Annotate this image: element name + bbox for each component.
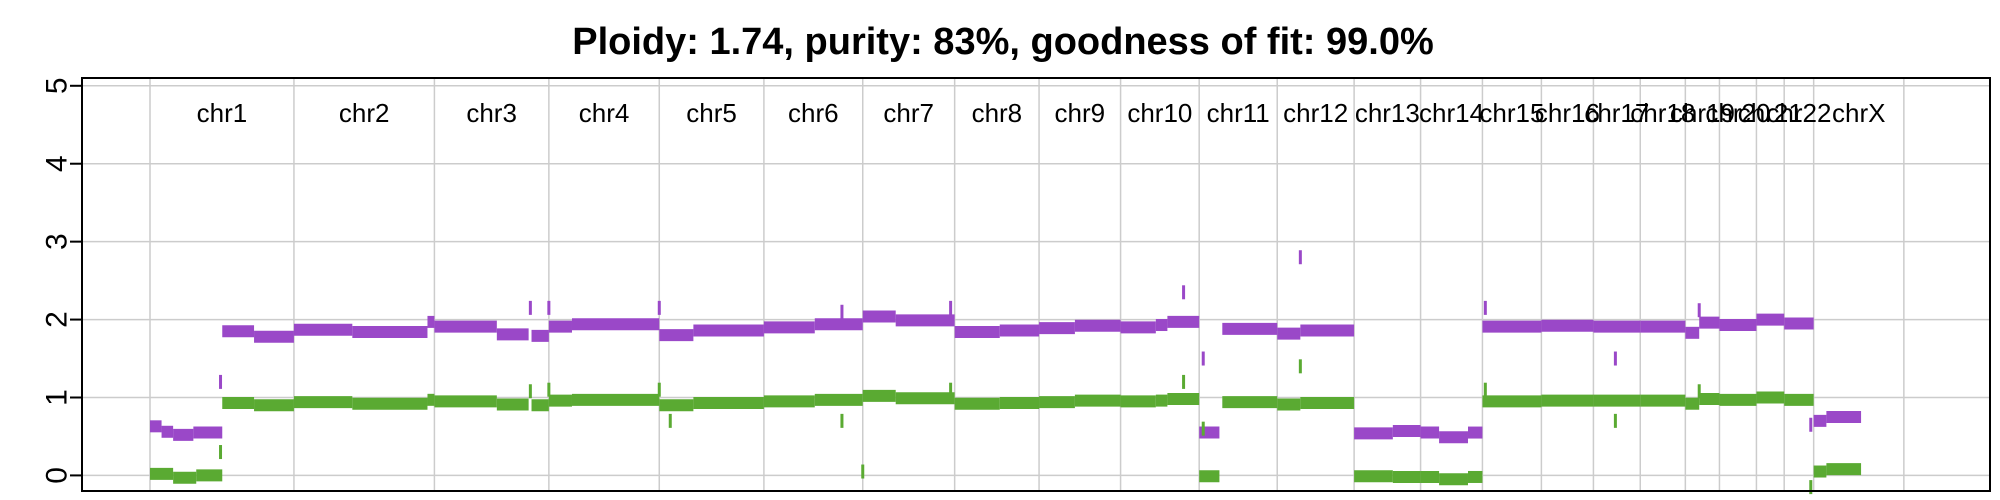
chromosome-labels: chr1 chr2 chr3 chr4 chr5 chr6 chr7 chr8 chr9 chr1… [197, 98, 1886, 128]
chromosome-label: chr19 [1670, 98, 1735, 128]
chromosome-label: chr17 [1584, 98, 1649, 128]
chromosome-label: chr5 [686, 98, 737, 128]
chromosome-label: chr15 [1479, 98, 1544, 128]
chromosome-label: chr11 [1207, 98, 1270, 128]
y-tick-label: 2 [41, 311, 74, 328]
chromosome-label: chr3 [466, 98, 517, 128]
chromosome-label: chr16 [1535, 98, 1600, 128]
y-tick-label: 1 [41, 389, 74, 406]
chart-title: Ploidy: 1.74, purity: 83%, goodness of f… [572, 21, 1434, 63]
chromosome-label: chr1 [197, 98, 248, 128]
grid-layer [82, 78, 1990, 491]
chromosome-label: chr14 [1419, 98, 1484, 128]
y-tick-label: 3 [41, 233, 74, 250]
chromosome-label: chr18 [1630, 98, 1695, 128]
chromosome-label: chr8 [972, 98, 1023, 128]
plot-frame [81, 77, 1991, 492]
chromosome-label: chr4 [579, 98, 630, 128]
y-tick-label: 5 [41, 77, 74, 94]
chromosome-label: chr10 [1127, 98, 1192, 128]
chromosome-label: chr22 [1766, 98, 1831, 128]
chromosome-label: chr20 [1705, 98, 1770, 128]
chromosome-label: chrX [1832, 98, 1885, 128]
chromosome-label: chr7 [883, 98, 934, 128]
y-tick-label: 4 [41, 155, 74, 172]
chromosome-label: chr12 [1283, 98, 1348, 128]
chromosome-label: chr6 [788, 98, 839, 128]
chromosome-label: chr9 [1055, 98, 1106, 128]
chromosome-label: chr21 [1738, 98, 1803, 128]
y-axis: 0 1 2 3 4 5 [41, 77, 82, 484]
chromosome-label: chr2 [339, 98, 390, 128]
y-tick-label: 0 [41, 467, 74, 484]
series-layer [150, 250, 1862, 495]
chromosome-label: chr13 [1355, 98, 1420, 128]
